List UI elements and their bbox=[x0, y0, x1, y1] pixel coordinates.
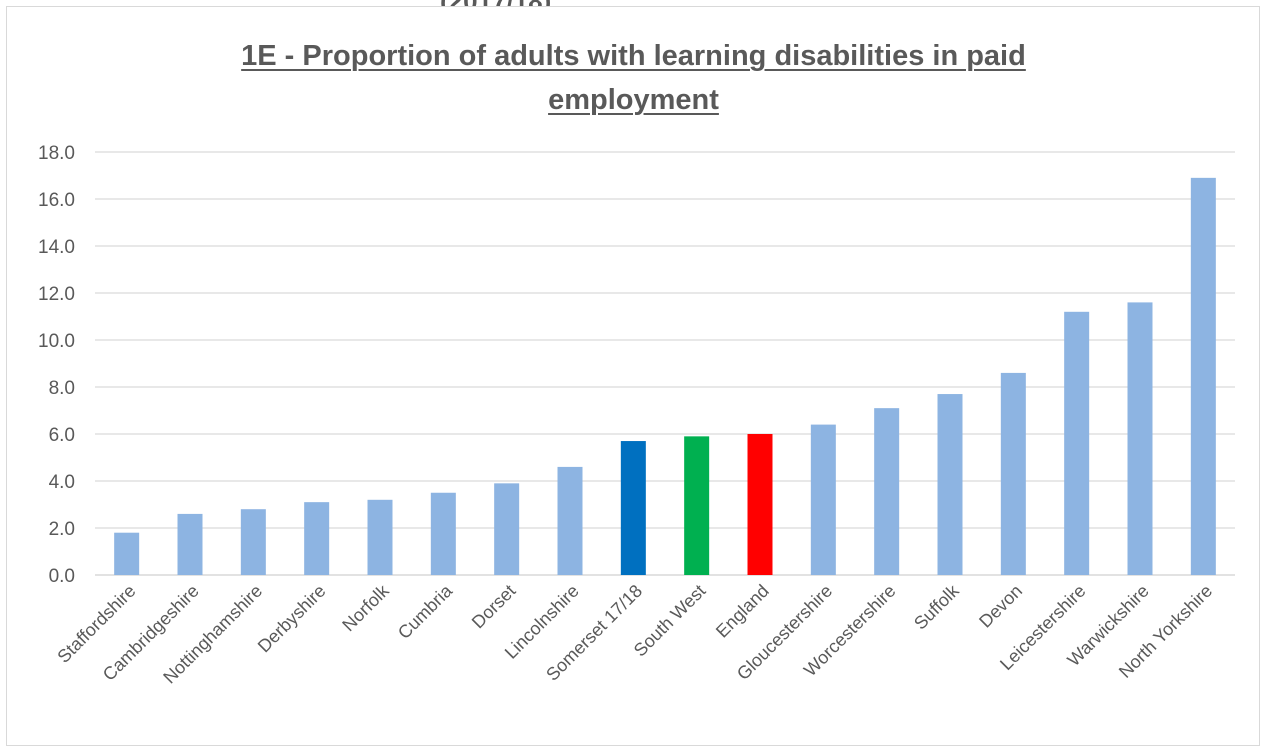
y-tick-label: 2.0 bbox=[49, 519, 75, 540]
x-axis: StaffordshireCambridgeshireNottinghamshi… bbox=[53, 580, 1216, 688]
y-tick-label: 4.0 bbox=[49, 472, 75, 493]
y-tick-label: 10.0 bbox=[38, 331, 75, 352]
bar bbox=[1000, 372, 1026, 575]
bar bbox=[240, 509, 266, 575]
bar bbox=[684, 436, 710, 575]
bar bbox=[1190, 177, 1216, 575]
x-tick-label: Norfolk bbox=[338, 580, 393, 635]
chart-title-line2: employment bbox=[548, 84, 719, 116]
y-axis: 0.0 2.0 4.0 6.0 8.0 10.0 12.0 14.0 16.0 18.0 bbox=[38, 143, 75, 587]
y-tick-label: 12.0 bbox=[38, 284, 75, 305]
gridlines bbox=[95, 151, 1235, 576]
bar bbox=[810, 424, 836, 575]
bar bbox=[494, 483, 520, 575]
y-tick-label: 16.0 bbox=[38, 190, 75, 211]
x-tick-label: Devon bbox=[975, 581, 1026, 632]
bar bbox=[747, 434, 773, 575]
chart-title-line1: 1E - Proportion of adults with learning … bbox=[241, 40, 1026, 72]
bar bbox=[1064, 311, 1090, 575]
bars bbox=[114, 177, 1216, 575]
x-tick-label: Suffolk bbox=[910, 580, 964, 634]
bar bbox=[557, 466, 583, 575]
bar bbox=[367, 499, 393, 575]
bar bbox=[620, 441, 646, 575]
bar bbox=[937, 394, 963, 575]
x-tick-label: Derbyshire bbox=[254, 581, 330, 657]
bar bbox=[1127, 302, 1153, 575]
chart-title: 1E - Proportion of adults with learning … bbox=[0, 34, 1267, 122]
y-tick-label: 8.0 bbox=[49, 378, 75, 399]
y-tick-label: 14.0 bbox=[38, 237, 75, 258]
x-tick-label: Cumbria bbox=[394, 580, 457, 643]
chart-frame bbox=[6, 6, 1260, 746]
bar bbox=[430, 492, 456, 575]
bar bbox=[304, 502, 330, 575]
y-tick-label: 0.0 bbox=[49, 566, 75, 587]
y-tick-label: 18.0 bbox=[38, 143, 75, 164]
bar bbox=[874, 408, 900, 575]
y-tick-label: 6.0 bbox=[49, 425, 75, 446]
x-tick-label: England bbox=[712, 581, 773, 642]
bar bbox=[177, 513, 203, 575]
bar bbox=[114, 532, 140, 575]
x-tick-label: Dorset bbox=[468, 581, 520, 633]
